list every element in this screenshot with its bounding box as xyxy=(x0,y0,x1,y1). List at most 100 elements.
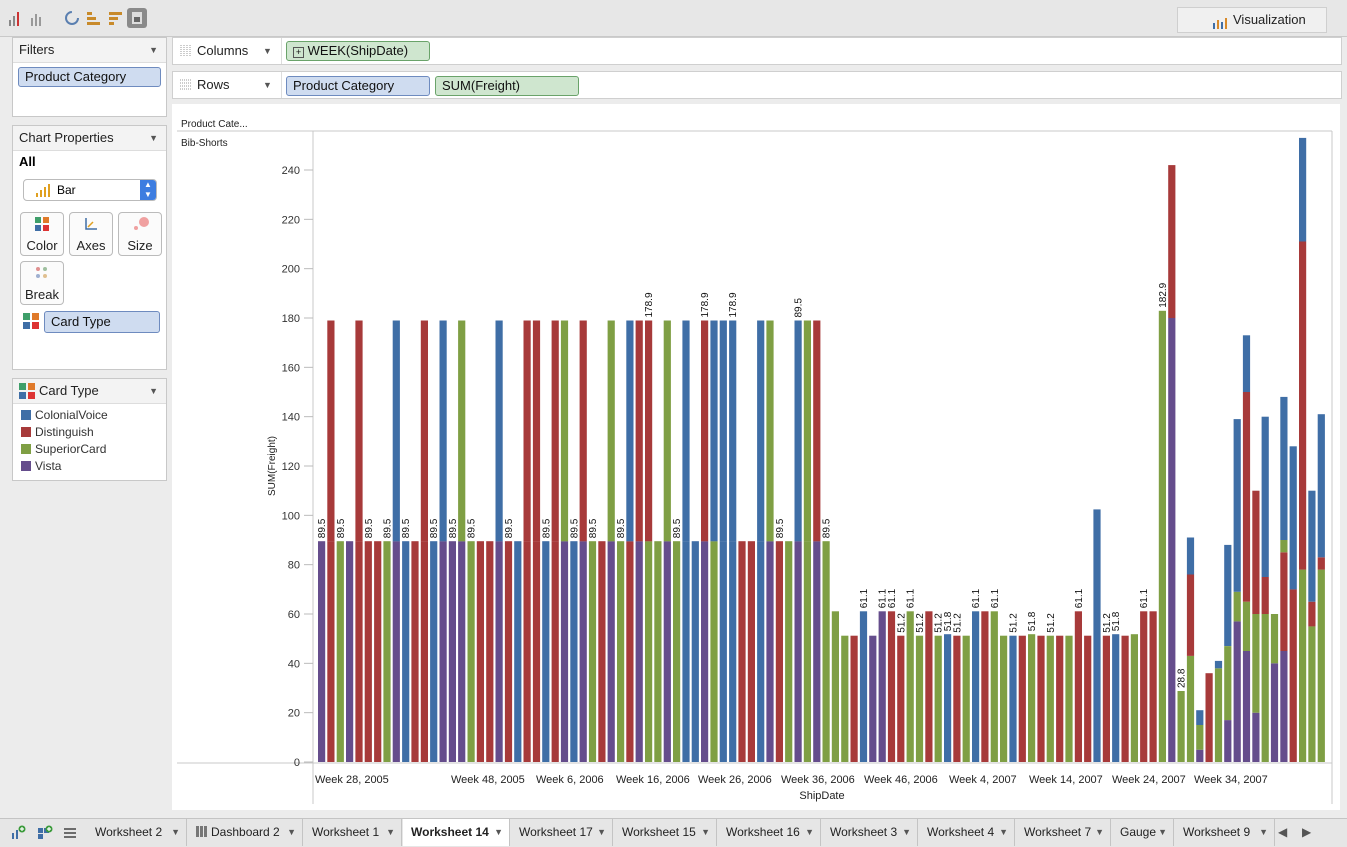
chart-properties-header[interactable]: Chart Properties ▼ xyxy=(13,126,166,151)
bar-segment-distinguish[interactable] xyxy=(355,320,363,542)
bar-segment-superiorcard[interactable] xyxy=(831,611,839,762)
bar-segment-distinguish[interactable] xyxy=(1121,635,1129,762)
bar-segment-colonialvoice[interactable] xyxy=(430,541,438,762)
bar-segment-distinguish[interactable] xyxy=(887,611,896,762)
bar-segment-vista[interactable] xyxy=(1224,720,1232,762)
expand-icon[interactable]: + xyxy=(293,47,304,58)
bar-segment-distinguish[interactable] xyxy=(579,320,587,542)
bar-segment-colonialvoice[interactable] xyxy=(757,541,765,762)
rows-pill-product-category[interactable]: Product Category xyxy=(286,76,430,96)
bar-segment-colonialvoice[interactable] xyxy=(1299,137,1307,242)
bar-segment-vista[interactable] xyxy=(1252,712,1260,762)
visualization-button[interactable]: Visualization xyxy=(1177,7,1327,33)
bar-segment-vista[interactable] xyxy=(1270,663,1279,762)
bar-segment-distinguish[interactable] xyxy=(420,320,428,542)
bar-segment-superiorcard[interactable] xyxy=(467,541,475,762)
bar-segment-distinguish[interactable] xyxy=(738,541,746,762)
bar-segment-colonialvoice[interactable] xyxy=(392,320,400,542)
bar-segment-colonialvoice[interactable] xyxy=(972,611,980,762)
chevron-down-icon[interactable]: ▼ xyxy=(386,827,395,837)
bar-segment-distinguish[interactable] xyxy=(532,320,541,542)
bar-segment-vista[interactable] xyxy=(878,611,886,762)
bar-segment-distinguish[interactable] xyxy=(1056,635,1064,762)
bar-segment-superiorcard[interactable] xyxy=(822,541,830,762)
bar-segment-colonialvoice[interactable] xyxy=(1224,544,1232,646)
bar-segment-superiorcard[interactable] xyxy=(1065,635,1073,762)
bar-segment-superiorcard[interactable] xyxy=(785,541,793,762)
bar-segment-superiorcard[interactable] xyxy=(560,320,569,542)
bar-segment-superiorcard[interactable] xyxy=(336,541,344,762)
bar-segment-vista[interactable] xyxy=(392,541,400,762)
bar-segment-distinguish[interactable] xyxy=(1289,589,1297,762)
tab-worksheet-17[interactable]: Worksheet 17 ▼ xyxy=(511,819,613,846)
bar-segment-colonialvoice[interactable] xyxy=(757,320,765,542)
legend-item[interactable]: Distinguish xyxy=(13,424,166,441)
bar-segment-colonialvoice[interactable] xyxy=(1112,634,1120,762)
tab-gauge[interactable]: Gauge ▼ xyxy=(1112,819,1174,846)
bar-segment-vista[interactable] xyxy=(663,541,671,762)
mark-type-select[interactable]: Bar ▲ ▼ xyxy=(23,179,157,201)
bar-segment-superiorcard[interactable] xyxy=(1186,655,1195,762)
legend-item[interactable]: SuperiorCard xyxy=(13,441,166,458)
bar-segment-distinguish[interactable] xyxy=(1102,635,1110,762)
bar-segment-colonialvoice[interactable] xyxy=(542,541,550,762)
bar-segment-distinguish[interactable] xyxy=(1140,611,1148,762)
bar-segment-superiorcard[interactable] xyxy=(458,320,466,542)
bar-segment-colonialvoice[interactable] xyxy=(691,541,699,762)
bar-segment-superiorcard[interactable] xyxy=(1308,626,1316,762)
bar-segment-distinguish[interactable] xyxy=(551,320,559,542)
bar-segment-distinguish[interactable] xyxy=(523,320,531,542)
bar-segment-distinguish[interactable] xyxy=(925,611,933,762)
bar-segment-superiorcard[interactable] xyxy=(906,611,914,762)
bar-segment-colonialvoice[interactable] xyxy=(402,541,410,762)
tab-worksheet-3[interactable]: Worksheet 3 ▼ xyxy=(822,819,918,846)
bar-segment-vista[interactable] xyxy=(448,541,456,762)
legend-item[interactable]: Vista xyxy=(13,458,166,475)
bar-segment-superiorcard[interactable] xyxy=(1000,635,1008,762)
bar-segment-distinguish[interactable] xyxy=(532,541,541,762)
refresh-icon[interactable] xyxy=(62,8,82,28)
sheet-sorter-icon[interactable] xyxy=(62,825,78,846)
bar-segment-superiorcard[interactable] xyxy=(766,320,774,542)
tab-worksheet-4[interactable]: Worksheet 4 ▼ xyxy=(919,819,1015,846)
bar-segment-distinguish[interactable] xyxy=(551,541,559,762)
bar-segment-distinguish[interactable] xyxy=(1205,673,1213,762)
bar-segment-superiorcard[interactable] xyxy=(1261,614,1269,762)
bar-segment-distinguish[interactable] xyxy=(1242,392,1251,602)
bar-segment-superiorcard[interactable] xyxy=(1317,569,1325,762)
bar-segment-colonialvoice[interactable] xyxy=(682,320,690,542)
bar-segment-colonialvoice[interactable] xyxy=(495,320,503,542)
bar-segment-distinguish[interactable] xyxy=(411,541,419,762)
bar-segment-superiorcard[interactable] xyxy=(962,635,970,762)
bar-segment-distinguish[interactable] xyxy=(1299,241,1307,570)
tab-dashboard-2[interactable]: Dashboard 2 ▼ xyxy=(188,819,303,846)
bar-segment-distinguish[interactable] xyxy=(747,541,755,762)
tab-worksheet-16[interactable]: Worksheet 16 ▼ xyxy=(718,819,821,846)
bar-segment-colonialvoice[interactable] xyxy=(1317,414,1325,558)
bar-segment-distinguish[interactable] xyxy=(1037,635,1045,762)
bar-segment-vista[interactable] xyxy=(560,541,569,762)
bar-segment-distinguish[interactable] xyxy=(1317,557,1325,570)
tab-worksheet-2[interactable]: Worksheet 2 ▼ xyxy=(87,819,187,846)
rows-pill-sum-freight[interactable]: SUM(Freight) xyxy=(435,76,579,96)
bar-segment-superiorcard[interactable] xyxy=(607,320,615,542)
bar-segment-vista[interactable] xyxy=(813,541,821,762)
chevron-down-icon[interactable]: ▼ xyxy=(597,827,606,837)
chevron-down-icon[interactable]: ▼ xyxy=(805,827,814,837)
axes-button[interactable]: Axes xyxy=(69,212,113,256)
bar-segment-superiorcard[interactable] xyxy=(383,541,391,762)
tab-scroll-left-icon[interactable]: ◀ xyxy=(1278,825,1288,839)
bar-segment-superiorcard[interactable] xyxy=(1270,614,1279,664)
bar-segment-distinguish[interactable] xyxy=(775,541,783,762)
bar-segment-superiorcard[interactable] xyxy=(841,635,849,762)
bar-segment-distinguish[interactable] xyxy=(1149,611,1157,762)
bar-segment-superiorcard[interactable] xyxy=(934,635,942,762)
sort-ascending-icon[interactable] xyxy=(84,8,104,28)
bar-segment-colonialvoice[interactable] xyxy=(1261,416,1269,577)
bar-segment-distinguish[interactable] xyxy=(420,541,428,762)
bar-segment-distinguish[interactable] xyxy=(953,635,961,762)
bar-segment-vista[interactable] xyxy=(1280,651,1288,762)
bar-segment-colonialvoice[interactable] xyxy=(859,611,868,762)
chevron-down-icon[interactable]: ▼ xyxy=(902,827,911,837)
tab-worksheet-1[interactable]: Worksheet 1 ▼ xyxy=(304,819,402,846)
